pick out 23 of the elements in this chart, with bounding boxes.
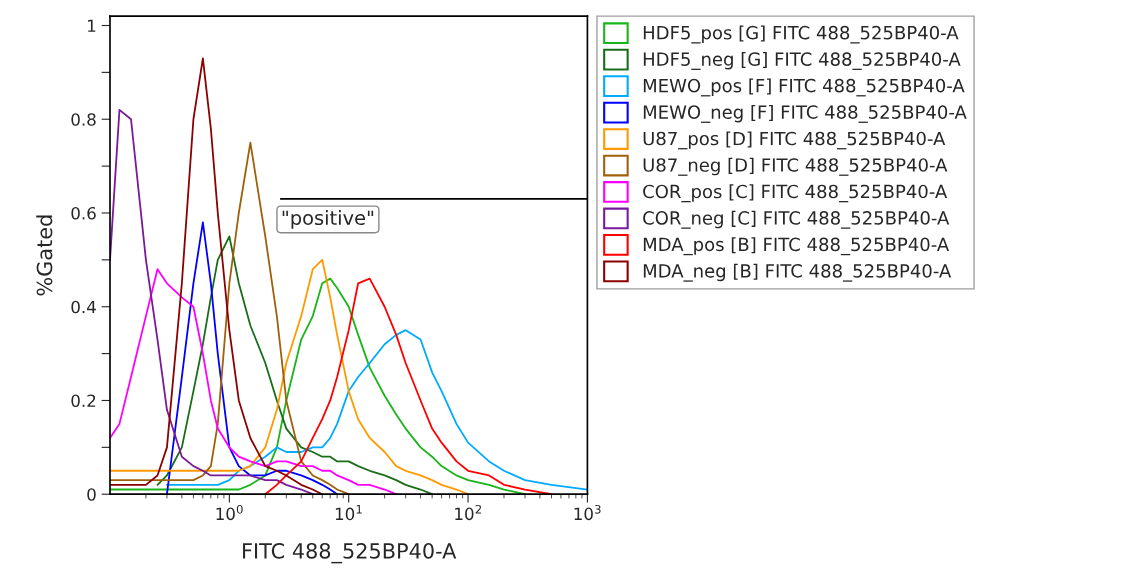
legend-label: MEWO_pos [F] FITC 488_525BP40-A xyxy=(643,78,965,97)
legend-label: HDF5_pos [G] FITC 488_525BP40-A xyxy=(643,25,959,44)
y-tick-label: 1 xyxy=(88,19,96,32)
legend-label: COR_pos [C] FITC 488_525BP40-A xyxy=(643,184,948,203)
legend-label: U87_neg [D] FITC 488_525BP40-A xyxy=(643,157,948,176)
x-tick-label: 10$^{3}$ xyxy=(574,504,601,521)
y-tick-label: 0 xyxy=(87,488,96,501)
y-tick-label: 0.8 xyxy=(71,113,96,126)
x-tick-label: 10$^{0}$ xyxy=(216,504,243,521)
legend-label: HDF5_neg [G] FITC 488_525BP40-A xyxy=(643,51,961,70)
legend-label: MDA_pos [B] FITC 488_525BP40-A xyxy=(643,237,950,256)
legend-label: MDA_neg [B] FITC 488_525BP40-A xyxy=(643,263,952,282)
annotation: "positive" xyxy=(282,210,374,229)
legend-label: COR_neg [C] FITC 488_525BP40-A xyxy=(643,210,950,229)
y-tick-label: 0.6 xyxy=(71,206,96,220)
x-tick-label: 10$^{1}$ xyxy=(335,505,362,521)
y-axis-title: %Gated xyxy=(36,215,53,296)
x-tick-label: 10$^{2}$ xyxy=(455,504,482,521)
legend-label: MEWO_neg [F] FITC 488_525BP40-A xyxy=(643,104,967,123)
y-tick-label: 0.4 xyxy=(71,300,96,314)
y-tick-label: 0.2 xyxy=(71,394,96,408)
x-axis-title: FITC 488_525BP40-A xyxy=(243,542,457,564)
legend-label: U87_pos [D] FITC 488_525BP40-A xyxy=(643,131,946,150)
